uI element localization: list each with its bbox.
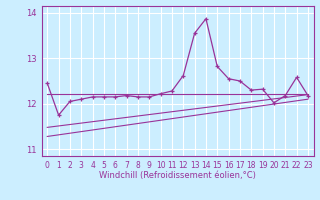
X-axis label: Windchill (Refroidissement éolien,°C): Windchill (Refroidissement éolien,°C) (99, 171, 256, 180)
